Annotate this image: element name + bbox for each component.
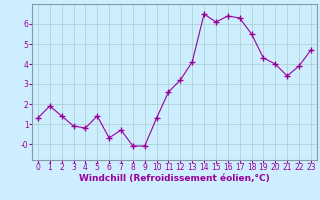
X-axis label: Windchill (Refroidissement éolien,°C): Windchill (Refroidissement éolien,°C) — [79, 174, 270, 183]
